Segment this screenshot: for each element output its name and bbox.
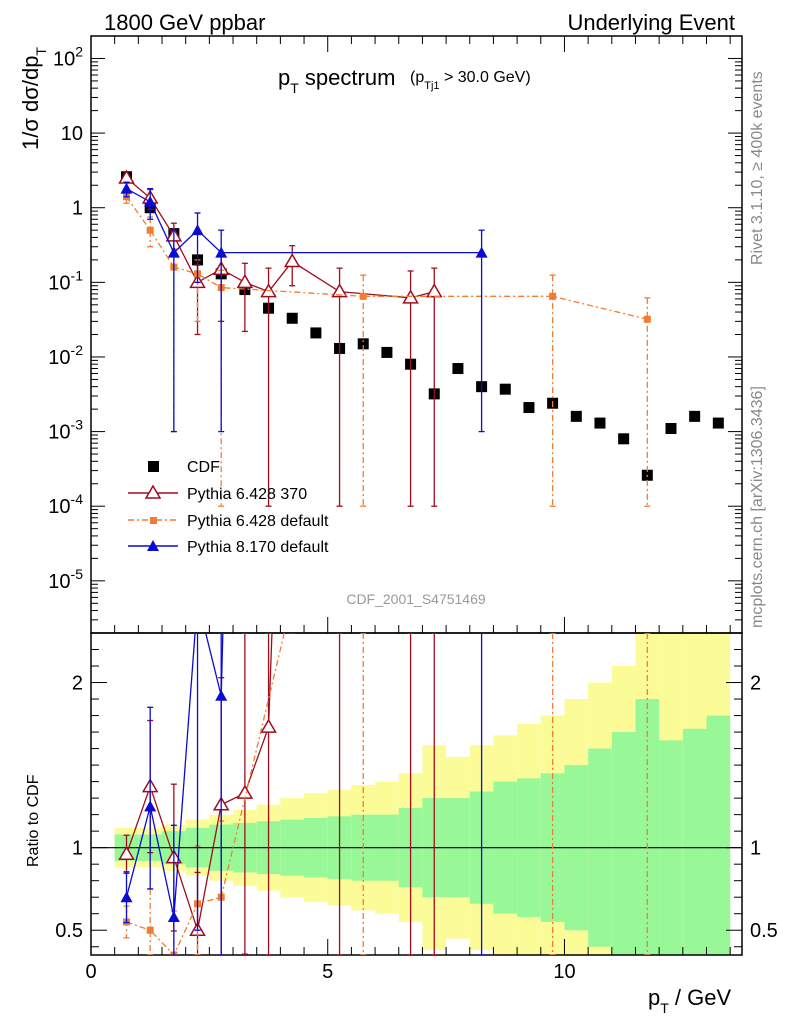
- cdf-point: [499, 383, 511, 395]
- band-inner-bin: [635, 699, 660, 955]
- cdf-point: [452, 363, 464, 375]
- legend-label-cdf: CDF: [187, 459, 220, 476]
- cdf-point: [594, 417, 606, 429]
- cdf-point: [286, 312, 298, 324]
- legend-label-py8-def: Pythia 8.170 default: [187, 539, 329, 556]
- cdf-point: [689, 410, 701, 422]
- y-tick-label: 1: [72, 198, 83, 220]
- band-inner-bin: [611, 732, 636, 955]
- x-tick-label: 10: [553, 961, 575, 983]
- ratio-tick-label: 2: [72, 673, 83, 695]
- y-tick-label: 10-3: [48, 417, 83, 444]
- ratio-tick-label: 1: [72, 838, 83, 860]
- point-py6-def: [643, 315, 651, 323]
- cdf-point: [523, 402, 535, 414]
- y-tick-label: 10-2: [48, 342, 83, 369]
- ratio-series-layer: [118, 633, 651, 955]
- cdf-point: [570, 410, 582, 422]
- y-tick-label: 10: [61, 123, 83, 145]
- cdf-point: [618, 433, 630, 445]
- y-tick-label: 10-1: [48, 267, 83, 294]
- ratio-tick-label-right: 0.5: [750, 920, 778, 942]
- y-tick-label: 10-5: [48, 566, 83, 593]
- y-axis-label-ratio: Ratio to CDF: [25, 774, 42, 867]
- ratio-plot-frame: [90, 632, 743, 956]
- header-right: Underlying Event: [567, 10, 735, 35]
- tick-layer: 102 10 1 10-1 10-2 10-3 10-4 10-5 0 5 10 0.5 0.5 1 1 2 2: [48, 35, 778, 983]
- x-axis-label: pT / GeV: [648, 985, 731, 1016]
- legend-label-py6-def: Pythia 6.428 default: [187, 513, 329, 530]
- point-py6-def: [359, 292, 367, 300]
- cdf-point: [381, 346, 393, 358]
- side-text-mcplots: mcplots.cern.ch [arXiv:1306.3436]: [749, 386, 766, 628]
- x-tick-label: 5: [322, 961, 333, 983]
- y-axis-label-main: 1/σ dσ/dpT: [18, 47, 49, 150]
- legend-marker-py8-def: [147, 540, 159, 551]
- ratio-frame-border: [90, 632, 743, 956]
- point-py8-def: [191, 224, 204, 236]
- ratio-tick-label-right: 1: [750, 838, 761, 860]
- side-text-rivet: Rivet 3.1.10, ≥ 400k events: [749, 71, 766, 265]
- x-tick-label: 0: [85, 961, 96, 983]
- point-py6-370: [331, 283, 348, 298]
- band-inner-bin: [682, 728, 707, 955]
- ratio-point-py8-def: [144, 800, 157, 812]
- ratio-tick-label: 0.5: [55, 920, 83, 942]
- ratio-point-py8-def: [167, 911, 180, 923]
- plot-title: pT spectrum: [278, 65, 395, 96]
- legend-marker-py6-370: [144, 484, 162, 499]
- point-py6-370: [425, 283, 443, 298]
- ratio-point-py8-def: [215, 689, 228, 701]
- legend: CDF Pythia 6.428 370 Pythia 6.428 defaul…: [128, 459, 329, 556]
- ratio-line-py6-def: [126, 633, 285, 955]
- point-py8-def: [215, 246, 228, 258]
- analysis-watermark: CDF_2001_S4751469: [346, 591, 486, 607]
- ratio-point-py6-370: [118, 845, 135, 861]
- point-py6-def: [549, 292, 557, 300]
- ratio-tick-label-right: 2: [750, 673, 761, 695]
- point-py6-def: [146, 226, 154, 234]
- cdf-point: [310, 327, 322, 339]
- ratio-line-py8-def: [125, 633, 224, 918]
- legend-marker-py6-def: [150, 517, 157, 524]
- point-py8-def: [120, 182, 133, 194]
- cdf-point: [665, 423, 677, 435]
- plot-title-cut: (pTj1 > 30.0 GeV): [410, 69, 531, 92]
- series-layer: [118, 169, 724, 507]
- ratio-point-py6-370: [260, 718, 277, 733]
- cdf-point: [357, 338, 369, 350]
- point-py8-def: [144, 195, 157, 207]
- cdf-point: [712, 417, 724, 429]
- point-py6-370: [236, 273, 254, 289]
- band-inner-bin: [706, 715, 731, 955]
- uncertainty-band-layer: [114, 633, 731, 955]
- point-py6-370: [283, 253, 301, 268]
- legend-marker-cdf: [148, 461, 159, 472]
- legend-label-py6-370: Pythia 6.428 370: [187, 486, 307, 503]
- series-line-py6-def: [125, 196, 648, 320]
- header-left: 1800 GeV ppbar: [104, 10, 265, 35]
- y-tick-label: 10-4: [48, 491, 83, 518]
- ratio-point-py8-def: [120, 891, 133, 903]
- point-py8-def: [167, 246, 180, 258]
- y-tick-label: 102: [53, 43, 83, 70]
- point-py8-def: [475, 246, 488, 258]
- series-line-py8-def: [126, 188, 482, 254]
- ratio-point-py6-def: [146, 926, 154, 934]
